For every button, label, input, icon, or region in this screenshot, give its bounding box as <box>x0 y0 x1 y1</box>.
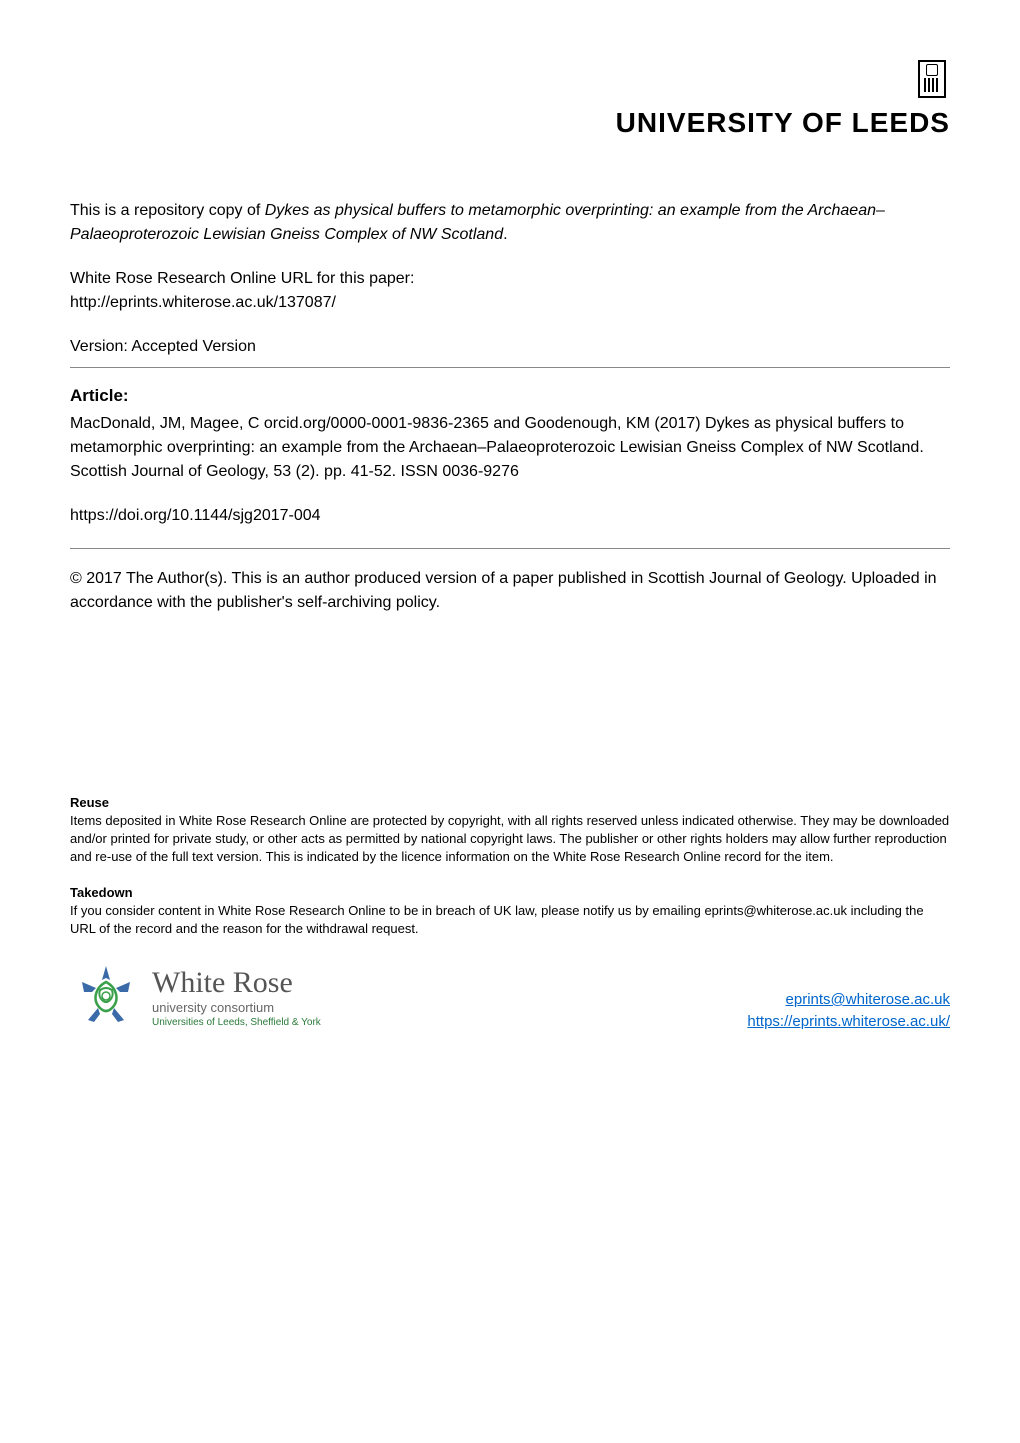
whiterose-text-block: White Rose university consortium Univers… <box>152 968 321 1028</box>
url-section: White Rose Research Online URL for this … <box>70 267 950 315</box>
version-info: Version: Accepted Version <box>70 335 950 359</box>
header-logo-block: UNIVERSITY OF LEEDS <box>70 60 950 139</box>
university-logo: UNIVERSITY OF LEEDS <box>616 60 950 139</box>
reuse-heading: Reuse <box>70 795 950 810</box>
whiterose-title: White Rose <box>152 968 321 998</box>
reuse-section: Reuse Items deposited in White Rose Rese… <box>70 795 950 867</box>
takedown-text: If you consider content in White Rose Re… <box>70 902 950 938</box>
intro-suffix: . <box>503 226 507 243</box>
takedown-section: Takedown If you consider content in Whit… <box>70 885 950 938</box>
repository-intro: This is a repository copy of Dykes as ph… <box>70 199 950 247</box>
whiterose-logo-block: White Rose university consortium Univers… <box>70 962 321 1034</box>
contact-email-link[interactable]: eprints@whiterose.ac.uk <box>786 991 950 1008</box>
white-rose-icon <box>70 962 142 1034</box>
article-doi: https://doi.org/10.1144/sjg2017-004 <box>70 504 950 528</box>
whiterose-subtitle: university consortium <box>152 1000 321 1015</box>
whiterose-tagline: Universities of Leeds, Sheffield & York <box>152 1017 321 1028</box>
reuse-text: Items deposited in White Rose Research O… <box>70 812 950 867</box>
takedown-heading: Takedown <box>70 885 950 900</box>
section-divider <box>70 367 950 368</box>
repository-website-link[interactable]: https://eprints.whiterose.ac.uk/ <box>747 1013 950 1030</box>
page-footer: White Rose university consortium Univers… <box>70 962 950 1034</box>
article-heading: Article: <box>70 386 950 406</box>
article-citation: MacDonald, JM, Magee, C orcid.org/0000-0… <box>70 412 950 484</box>
university-name: UNIVERSITY OF LEEDS <box>616 107 950 138</box>
section-divider <box>70 548 950 549</box>
url-label: White Rose Research Online URL for this … <box>70 270 414 287</box>
copyright-statement: © 2017 The Author(s). This is an author … <box>70 567 950 615</box>
footer-links: eprints@whiterose.ac.uk https://eprints.… <box>747 989 950 1034</box>
leeds-university-crest-icon <box>918 60 946 98</box>
intro-prefix: This is a repository copy of <box>70 202 265 219</box>
repository-cover-page: UNIVERSITY OF LEEDS This is a repository… <box>0 0 1020 1443</box>
paper-url: http://eprints.whiterose.ac.uk/137087/ <box>70 294 336 311</box>
